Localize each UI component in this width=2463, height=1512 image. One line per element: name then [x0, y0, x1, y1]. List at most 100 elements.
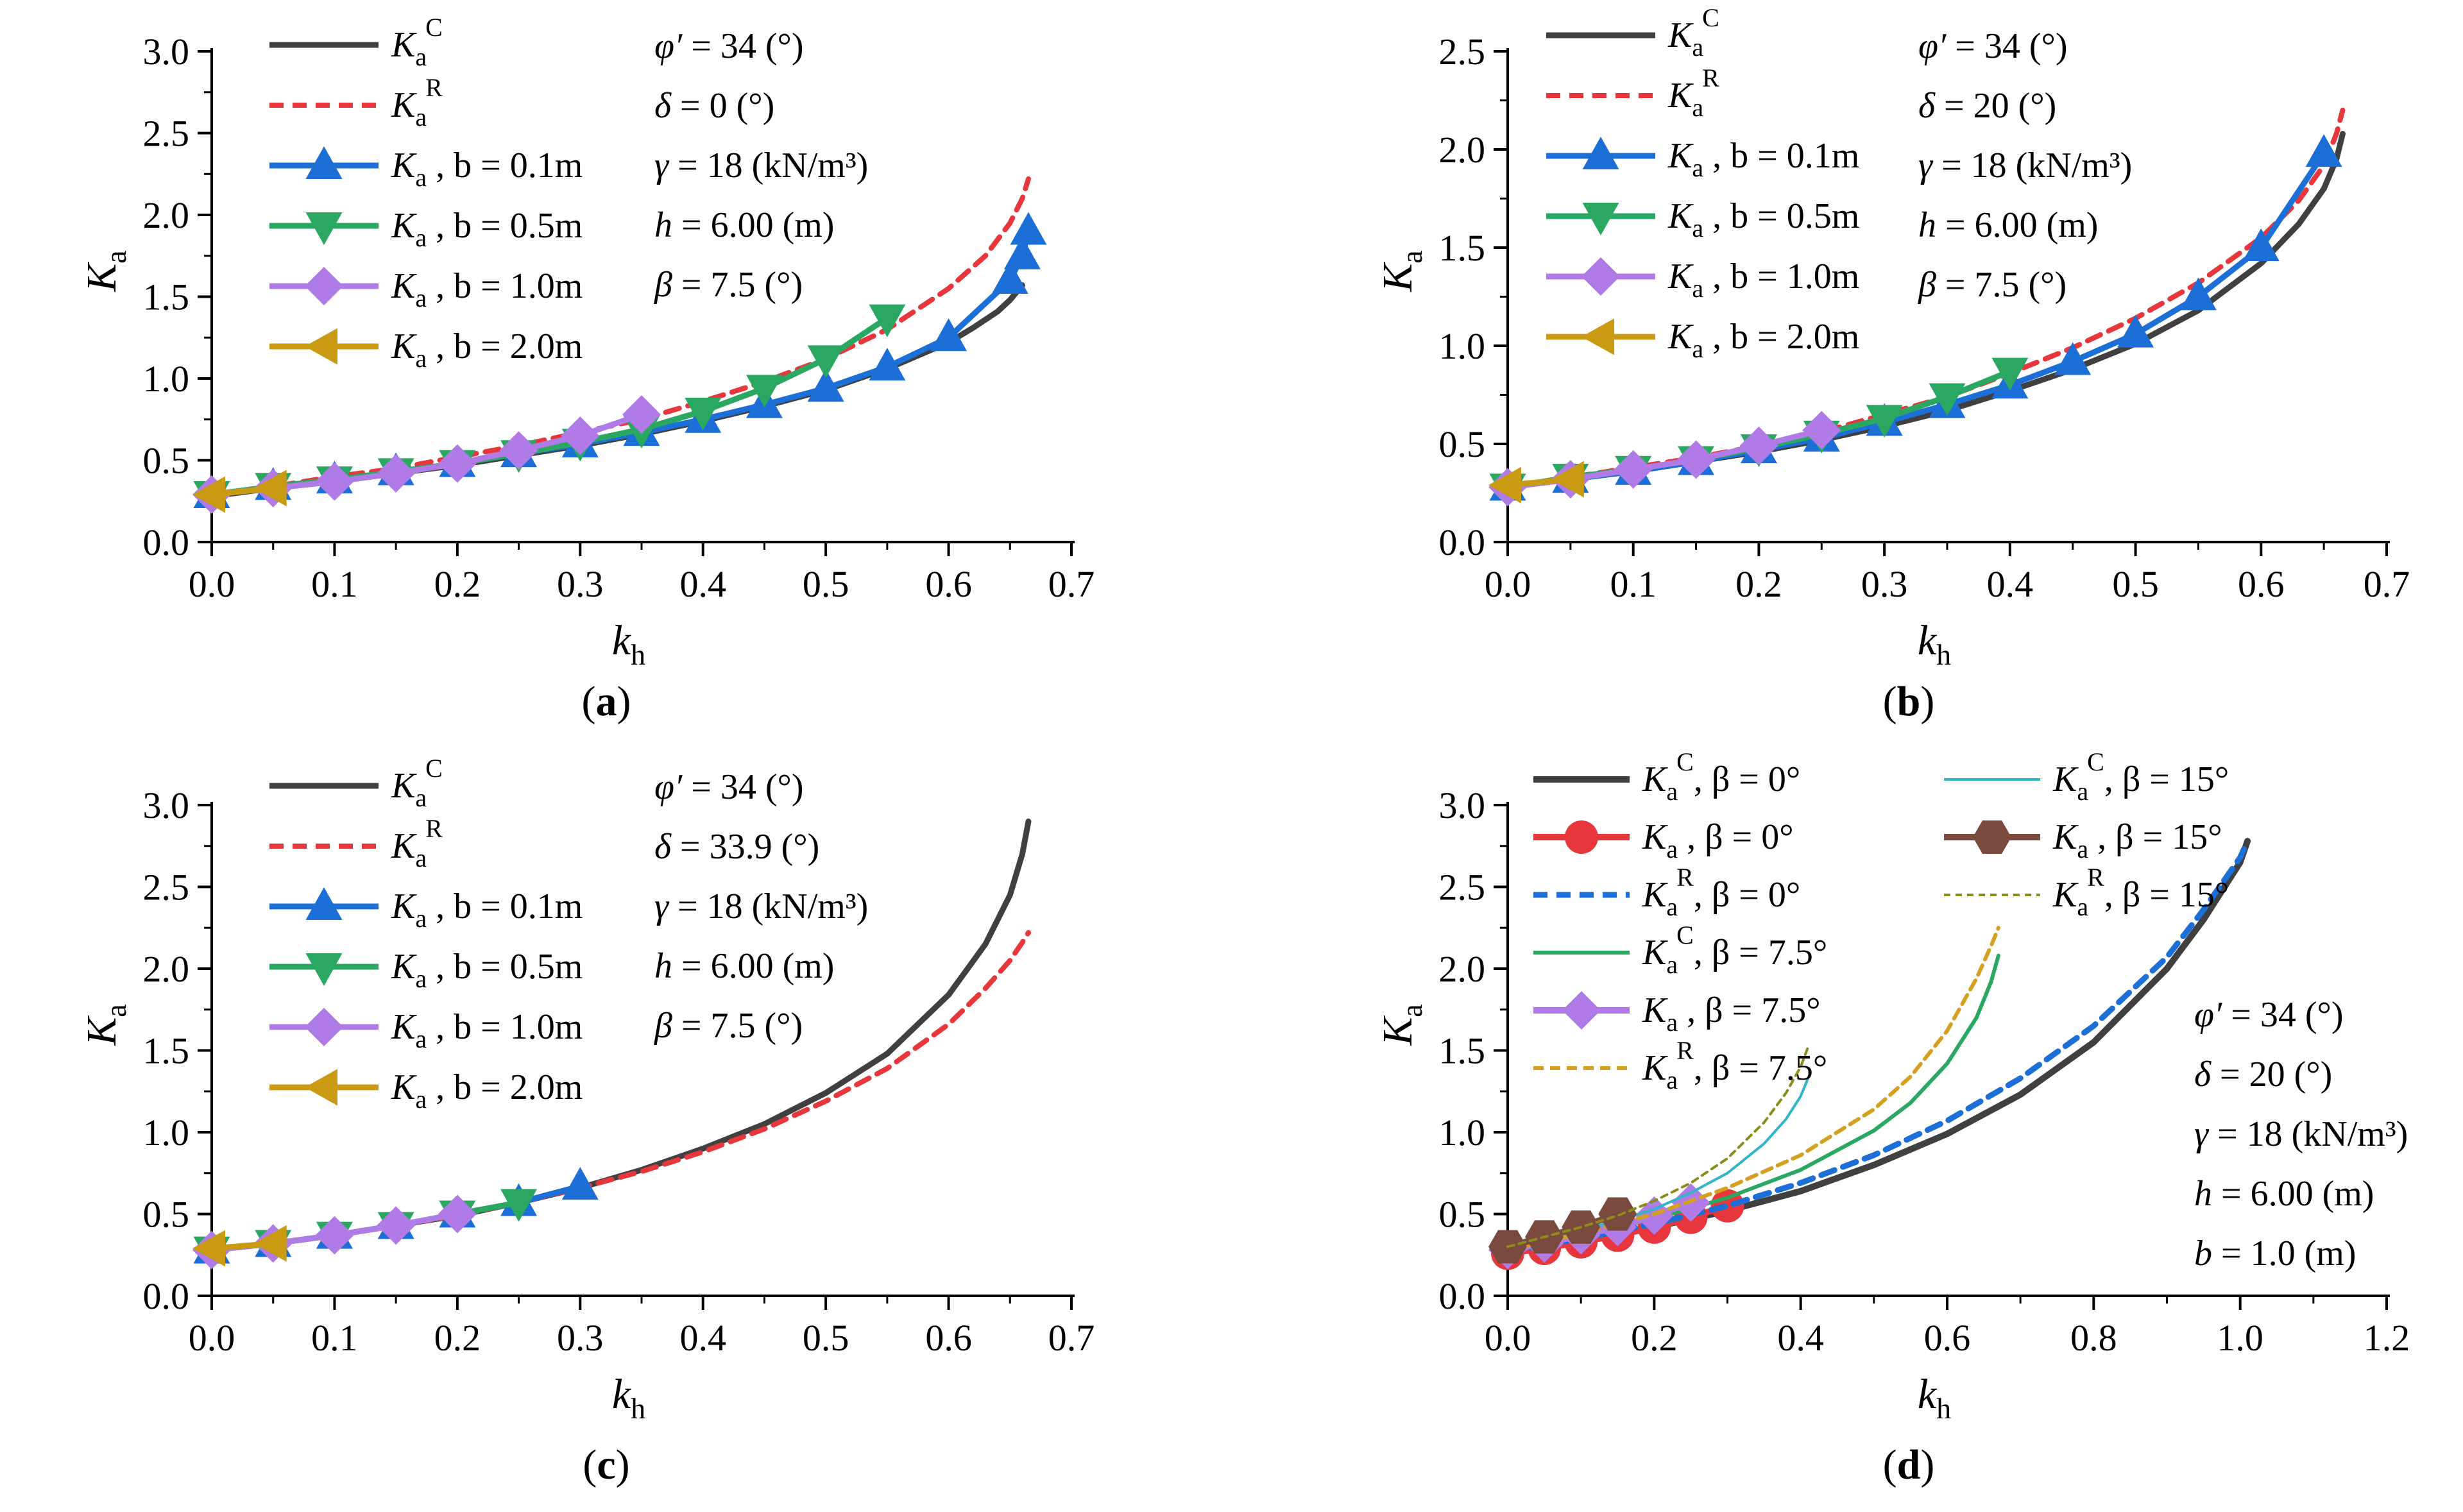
- legend-label: KaR: [1667, 64, 1719, 122]
- data-point: [253, 1225, 287, 1262]
- y-tick-label: 2.0: [1439, 948, 1486, 990]
- data-point: [685, 398, 722, 430]
- legend-label: KaR, β = 15°: [2052, 863, 2229, 921]
- legend-label: Ka , b = 2.0m: [391, 1067, 583, 1114]
- x-axis-title: kh: [1918, 617, 1951, 671]
- x-tick-label: 0.7: [2364, 563, 2410, 605]
- parameter-label: h = 6.00 (m): [1918, 205, 2098, 245]
- legend-item: Ka , β = 0°: [1533, 817, 1794, 863]
- data-point: [315, 462, 354, 501]
- parameter-label: h = 6.00 (m): [654, 946, 834, 986]
- legend-item: Ka , b = 0.5m: [1546, 196, 1859, 242]
- parameters-a: φ′ = 34 (°) δ = 0 (°) γ = 18 (kN/m³) h = 6.…: [654, 26, 868, 305]
- legend-label: Ka , β = 7.5°: [1642, 990, 1821, 1037]
- data-point: [438, 444, 477, 483]
- legend-item: Ka , β = 15°: [1944, 817, 2222, 863]
- y-tick-label: 3.0: [1439, 785, 1486, 826]
- data-point: [1739, 427, 1778, 466]
- data-point: [500, 1189, 538, 1222]
- legend-marker: [305, 146, 343, 179]
- data-point: [438, 1194, 477, 1234]
- y-tick-label: 3.0: [143, 785, 190, 826]
- x-tick-label: 0.3: [1861, 563, 1908, 605]
- parameter-label: γ = 18 (kN/m³): [654, 146, 868, 185]
- data-point: [1676, 440, 1716, 479]
- legend-label: KaR: [391, 814, 443, 872]
- legend-item: KaC: [269, 754, 443, 812]
- legend-item: KaR, β = 0°: [1533, 863, 1800, 921]
- y-tick-label: 1.5: [143, 276, 190, 318]
- y-tick-label: 1.5: [143, 1030, 190, 1072]
- legend-label: KaR, β = 7.5°: [1642, 1036, 1827, 1094]
- y-tick-label: 2.5: [143, 867, 190, 908]
- parameter-label: β = 7.5 (°): [1918, 265, 2067, 305]
- x-tick-label: 0.0: [1485, 1317, 1531, 1359]
- x-tick-label: 0.2: [434, 563, 481, 605]
- series-d-7: [1488, 1197, 1637, 1264]
- legend-label: KaC: [391, 13, 443, 71]
- data-point: [1598, 1197, 1637, 1231]
- x-tick-label: 0.6: [1924, 1317, 1971, 1359]
- data-point: [315, 1216, 354, 1255]
- legend-label: KaC, β = 0°: [1642, 747, 1800, 806]
- legend-item: KaC, β = 0°: [1533, 747, 1800, 806]
- parameter-label: δ = 0 (°): [654, 86, 774, 126]
- y-tick-label: 0.5: [143, 440, 190, 482]
- legend-marker: [305, 887, 343, 920]
- parameter-label: h = 6.00 (m): [2194, 1174, 2374, 1214]
- parameter-label: δ = 20 (°): [1918, 86, 2056, 126]
- series-b-5: [1488, 461, 1584, 504]
- y-tick-label: 1.0: [143, 1112, 190, 1153]
- data-point: [807, 369, 844, 402]
- y-tick-label: 1.5: [1439, 227, 1486, 269]
- data-point: [622, 395, 661, 434]
- legend-item: Ka , b = 0.1m: [1546, 136, 1859, 182]
- legend-label: KaC: [391, 754, 443, 812]
- parameters-c: φ′ = 34 (°) δ = 33.9 (°) γ = 18 (kN/m³) h =…: [654, 767, 868, 1046]
- parameter-label: δ = 33.9 (°): [654, 827, 819, 867]
- legend-item: Ka , β = 7.5°: [1533, 990, 1821, 1037]
- x-tick-label: 0.3: [557, 563, 604, 605]
- y-axis-title: Ka: [1374, 1004, 1428, 1046]
- data-point: [499, 431, 538, 470]
- series-line: [1506, 1046, 1810, 1248]
- legend-item: Ka , b = 2.0m: [1546, 317, 1859, 363]
- data-point: [2117, 314, 2154, 348]
- y-tick-label: 0.5: [1439, 423, 1486, 465]
- data-point: [1991, 357, 2029, 391]
- x-tick-label: 0.4: [1777, 1317, 1824, 1359]
- data-point: [561, 1167, 599, 1200]
- x-tick-label: 0.0: [1485, 563, 1531, 605]
- x-tick-label: 0.5: [803, 563, 849, 605]
- y-tick-label: 0.0: [1439, 1275, 1486, 1317]
- legend-label: Ka , b = 0.1m: [391, 146, 583, 192]
- parameter-label: γ = 18 (kN/m³): [654, 887, 868, 926]
- legend-item: Ka , b = 0.1m: [269, 146, 583, 192]
- legend-label: Ka , b = 0.5m: [391, 947, 583, 993]
- legend-item: KaR, β = 15°: [1944, 863, 2229, 921]
- parameters-d: φ′ = 34 (°) δ = 20 (°) γ = 18 (kN/m³) h = 6…: [2194, 995, 2408, 1273]
- data-point: [1010, 212, 1047, 245]
- legend-item: Ka , b = 0.5m: [269, 947, 583, 993]
- legend-item: Ka , b = 2.0m: [269, 1067, 583, 1114]
- series-a-5: [192, 470, 287, 513]
- parameter-label: b = 1.0 (m): [2194, 1234, 2356, 1273]
- parameter-label: β = 7.5 (°): [654, 1006, 803, 1046]
- chart-panel-d: 0.0 0.2 0.4 0.6 0.8 1.0 1.2 0.0 0.5 1.0 1.5 2.0 2.5 3…: [1374, 747, 2410, 1488]
- panel-caption: (c): [583, 1441, 629, 1488]
- x-tick-label: 0.2: [434, 1317, 481, 1359]
- x-tick-label: 0.1: [1610, 563, 1657, 605]
- legend-marker: [305, 328, 337, 365]
- legend-marker: [1562, 991, 1601, 1030]
- x-tick-label: 0.7: [1048, 563, 1095, 605]
- x-tick-label: 0.1: [311, 563, 358, 605]
- y-tick-label: 1.0: [143, 358, 190, 400]
- x-tick-label: 0.6: [925, 563, 972, 605]
- data-point: [2242, 228, 2280, 261]
- x-tick-label: 0.5: [2112, 563, 2159, 605]
- x-tick-label: 1.0: [2217, 1317, 2263, 1359]
- data-point: [1551, 461, 1584, 498]
